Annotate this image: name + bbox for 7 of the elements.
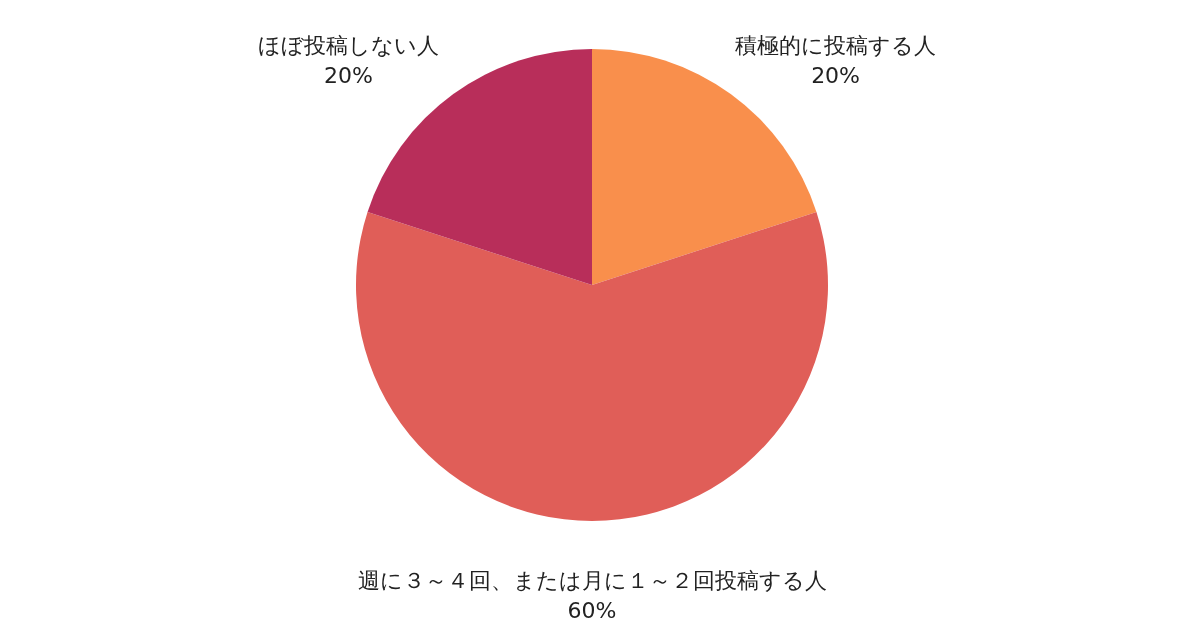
data-label: 20% [811,62,861,88]
data-label: 60% [567,598,617,623]
slice-label: 積極的に投稿する人 [735,32,937,58]
pie-slice [356,212,828,521]
slice-label: ほぼ投稿しない人 [257,32,439,58]
slice-label: 週に３～４回、または月に１～２回投稿する人 [357,568,827,593]
data-label: 20% [323,62,373,88]
